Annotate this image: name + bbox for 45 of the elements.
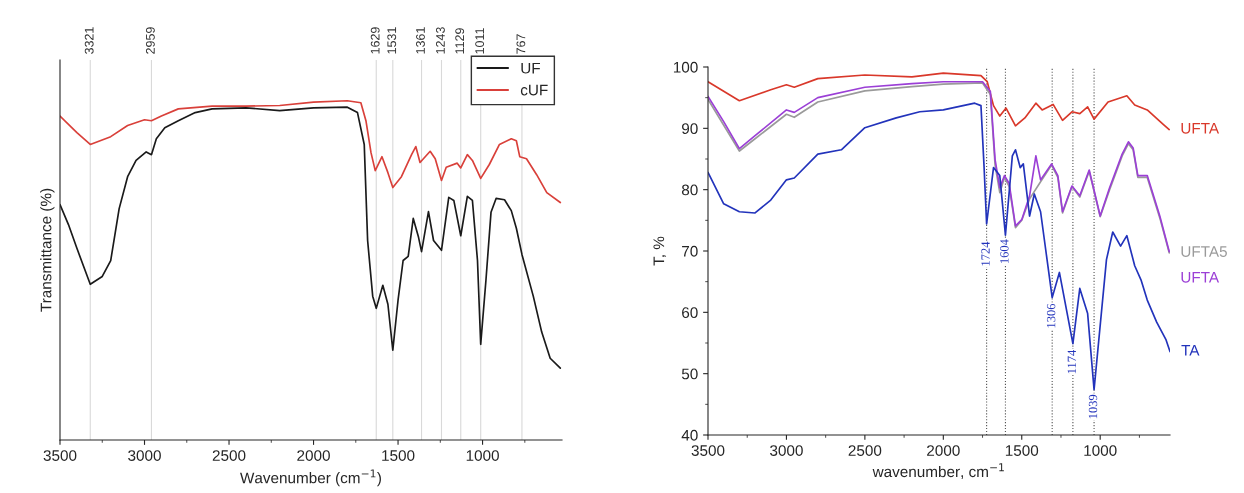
annotation: 1724 [981, 241, 990, 266]
ref-line-label: 1531 [387, 27, 397, 54]
ref-line-label: 1129 [455, 28, 465, 54]
line-series [708, 102, 1170, 391]
y-axis-title: Transmittance (%) [40, 188, 55, 312]
series-label: UFTA5 [1181, 246, 1227, 257]
y-tick-label: 40 [681, 429, 698, 441]
x-tick-label: 3000 [128, 450, 161, 461]
x-tick-label: 1000 [1084, 445, 1117, 456]
series-label: UFTA [1181, 123, 1220, 134]
x-tick-label: 2500 [212, 450, 246, 461]
annotation: 1039 [1088, 394, 1098, 419]
ref-line-label: 3321 [84, 27, 94, 54]
x-axis-title: wavenumber, cm$^{−1}$ [872, 463, 1004, 479]
ref-line-label: 2959 [145, 27, 155, 54]
series-label: TA [1181, 345, 1200, 356]
y-tick-label: 90 [682, 123, 698, 135]
y-tick-label: 70 [682, 245, 698, 257]
annotation: 1604 [1000, 239, 1009, 264]
legend-label: UF [521, 62, 540, 74]
ref-line-label: 1011 [475, 28, 485, 54]
y-axis-title: T, % [653, 236, 667, 266]
y-tick-label: 100 [673, 61, 698, 73]
x-tick-label: 2500 [848, 445, 882, 456]
x-tick-label: 2000 [297, 450, 330, 461]
y-tick-label: 60 [682, 307, 698, 319]
annotation: 1306 [1046, 303, 1056, 328]
line-series [708, 72, 1170, 131]
ref-line-label: 1361 [416, 27, 425, 54]
x-tick-label: 1500 [382, 450, 415, 461]
ref-line-label: 1629 [370, 27, 380, 54]
annotation: 1174 [1067, 349, 1076, 374]
x-tick-label: 3000 [770, 445, 803, 456]
x-tick-label: 1000 [466, 450, 499, 461]
x-tick-label: 2000 [927, 445, 960, 456]
series-label: UFTA [1181, 272, 1220, 283]
x-axis-title: Wavenumber (cm$^{−1}$) [240, 469, 381, 487]
x-tick-label: 3500 [691, 445, 725, 456]
legend-label: cUF [520, 84, 548, 96]
y-tick-label: 50 [681, 368, 698, 380]
ref-line-label: 1243 [435, 27, 445, 54]
x-tick-label: 1500 [1005, 445, 1039, 456]
x-tick-label: 3500 [43, 450, 77, 461]
ref-line-label: 767 [516, 34, 526, 54]
y-tick-label: 80 [681, 184, 698, 196]
